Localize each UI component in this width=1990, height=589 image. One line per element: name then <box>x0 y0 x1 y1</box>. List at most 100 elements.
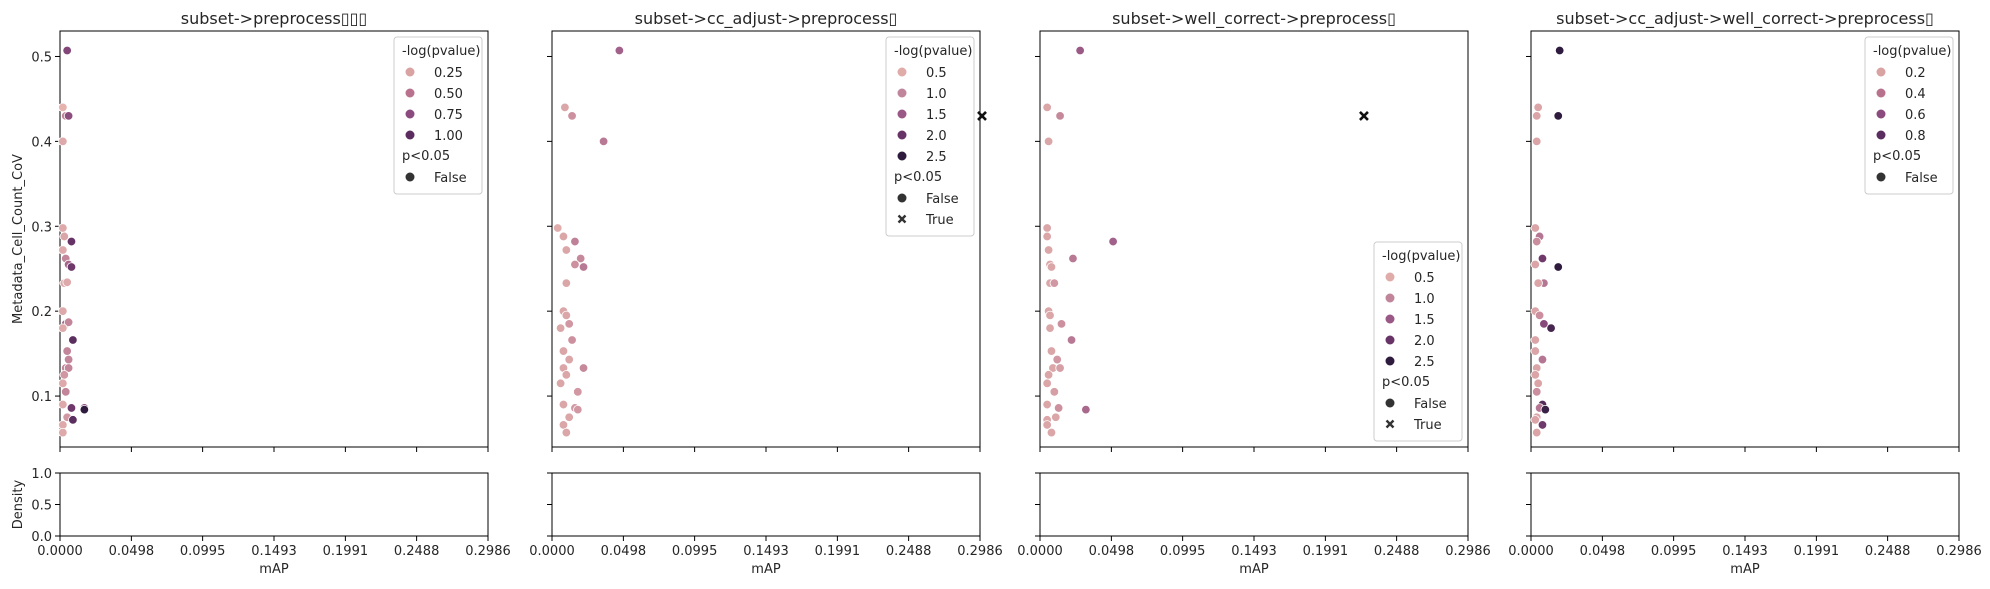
legend-style-marker-circle <box>1876 172 1886 182</box>
legend-hue-marker <box>1876 88 1886 98</box>
legend-hue-title: -log(pvalue) <box>1873 44 1951 59</box>
data-point <box>58 306 68 316</box>
x-tick-label: 0.1493 <box>1722 544 1768 559</box>
data-point <box>1532 111 1542 121</box>
legend-hue-label: 2.5 <box>926 150 947 165</box>
legend-style-label: False <box>926 192 959 207</box>
data-point <box>59 231 70 242</box>
data-point <box>63 363 74 373</box>
x-tick-label: 0.2488 <box>1374 544 1420 559</box>
data-point <box>61 387 71 397</box>
density-axes-frame <box>1039 472 1469 537</box>
data-point <box>1532 387 1542 397</box>
legend-hue-marker <box>897 109 907 119</box>
data-point <box>1546 323 1556 333</box>
panel-title: subset->cc_adjust->preprocess▯ <box>635 9 898 29</box>
data-point <box>1055 111 1065 121</box>
data-point <box>1530 346 1541 356</box>
x-tick-label: 0.1991 <box>1303 544 1349 559</box>
data-point <box>598 136 609 147</box>
data-point <box>58 323 68 333</box>
data-point <box>567 335 577 345</box>
density-axis-label: Density <box>11 479 26 529</box>
data-point-true <box>1359 110 1369 121</box>
legend-style-title: p<0.05 <box>894 170 942 185</box>
x-tick-label: 0.0000 <box>529 544 575 559</box>
data-point <box>1554 45 1565 56</box>
x-axis-label: mAP <box>751 562 781 577</box>
data-point <box>578 363 589 373</box>
panel-1: subset->preprocess▯▯▯0.10.20.30.40.50.00… <box>31 9 510 577</box>
legend-hue-marker <box>1385 314 1395 324</box>
x-tick-label: 0.1493 <box>251 544 297 559</box>
data-point <box>66 262 77 272</box>
data-point <box>1053 403 1064 413</box>
data-point <box>1530 259 1541 270</box>
legend-style-marker-x <box>1385 419 1395 429</box>
x-tick-label: 0.2986 <box>1936 544 1982 559</box>
data-point <box>1042 223 1052 233</box>
data-point <box>1049 387 1060 397</box>
data-point <box>79 404 90 415</box>
data-point <box>570 236 580 247</box>
data-point <box>58 245 68 255</box>
legend-hue-label: 0.25 <box>434 66 463 81</box>
legend: -log(pvalue) 0.5 1.0 1.5 2.0 2.5 p<0.05 False Tr… <box>1373 241 1463 442</box>
data-point <box>564 412 574 422</box>
density-axes-frame <box>59 472 489 537</box>
x-axis-label: mAP <box>1239 562 1269 577</box>
data-point <box>1056 319 1067 329</box>
data-point <box>1049 278 1060 288</box>
data-point <box>62 346 72 356</box>
data-point <box>1045 310 1055 321</box>
data-point <box>1530 415 1541 425</box>
data-point <box>68 335 78 345</box>
data-point <box>1532 136 1542 147</box>
data-point <box>1055 363 1065 373</box>
data-point <box>66 403 77 413</box>
data-point <box>564 319 574 329</box>
data-point <box>1046 262 1057 272</box>
panel-4: subset->cc_adjust->well_correct->preproc… <box>1508 9 1982 577</box>
y-tick-label: 0.2 <box>31 305 52 320</box>
legend-hue-marker <box>1385 293 1395 303</box>
panel-3: subset->well_correct->preprocess▯ 0.0000 0… <box>1017 9 1491 577</box>
data-point <box>58 136 68 147</box>
legend-box <box>393 36 483 195</box>
data-point <box>1042 420 1052 430</box>
data-point <box>1537 420 1548 430</box>
density-y-tick-label: 1.0 <box>31 467 52 482</box>
data-point <box>555 323 566 333</box>
x-tick-label: 0.0498 <box>601 544 647 559</box>
data-point <box>1533 378 1543 389</box>
data-point <box>62 277 72 287</box>
legend-hue-label: 0.2 <box>1905 66 1926 81</box>
y-tick-label: 0.5 <box>31 50 52 65</box>
x-tick-label: 0.2488 <box>886 544 932 559</box>
x-tick-label: 0.2986 <box>957 544 1003 559</box>
data-point <box>1043 136 1054 147</box>
data-point <box>1075 45 1085 56</box>
legend-hue-label: 0.6 <box>1905 108 1926 123</box>
x-tick-label: 0.1991 <box>1794 544 1840 559</box>
data-point <box>1533 102 1543 113</box>
y-tick-label: 0.4 <box>31 135 52 150</box>
data-point <box>1051 412 1061 422</box>
data-point <box>1553 111 1563 121</box>
legend-hue-label: 1.5 <box>926 108 947 123</box>
x-tick-label: 0.0000 <box>1017 544 1063 559</box>
legend-hue-label: 0.5 <box>926 66 947 81</box>
legend-hue-label: 1.0 <box>1414 292 1435 307</box>
legend-hue-label: 1.00 <box>434 129 463 144</box>
data-point <box>1533 278 1543 288</box>
x-tick-label: 0.0498 <box>109 544 155 559</box>
data-point <box>1043 245 1054 255</box>
legend-hue-marker <box>897 130 907 140</box>
legend-hue-label: 0.8 <box>1905 129 1926 144</box>
x-axis-label: mAP <box>1730 562 1760 577</box>
data-point <box>614 45 625 56</box>
data-point <box>1532 236 1542 247</box>
data-point <box>1066 335 1077 345</box>
data-point <box>1042 102 1052 113</box>
